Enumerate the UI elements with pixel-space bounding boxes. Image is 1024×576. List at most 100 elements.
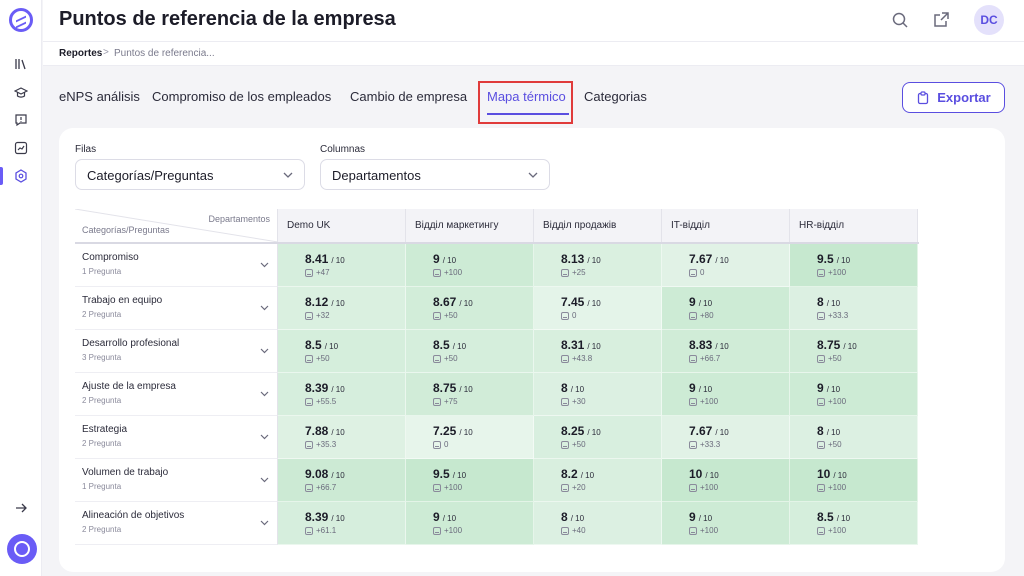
tab-mapa-termico[interactable]: Mapa térmico (487, 89, 566, 104)
heatmap-cell[interactable]: 9/ 10 +80 (662, 287, 790, 330)
cell-delta-value: +50 (572, 440, 586, 449)
heatmap-cell[interactable]: 8/ 10 +30 (534, 373, 662, 416)
row-question-count: 1 Pregunta (82, 267, 122, 276)
row-header[interactable]: Alineación de objetivos 2 Pregunta (75, 502, 278, 545)
chevron-down-icon[interactable] (260, 348, 269, 354)
heatmap-cell[interactable]: 9.08/ 10 +66.7 (278, 459, 406, 502)
heatmap-cell[interactable]: 7.88/ 10 +35.3 (278, 416, 406, 459)
tab-enps-analisis[interactable]: eNPS análisis (59, 89, 140, 104)
app-logo-icon[interactable] (9, 8, 33, 32)
external-link-icon[interactable] (932, 11, 950, 29)
heatmap-cell[interactable]: 8.5/ 10 +50 (278, 330, 406, 373)
neutral-face-icon (817, 440, 825, 449)
cell-delta: +100 (433, 483, 462, 492)
heatmap-cell[interactable]: 8.25/ 10 +50 (534, 416, 662, 459)
heatmap-cell[interactable]: 8.39/ 10 +61.1 (278, 502, 406, 545)
cell-score-value: 9 (817, 381, 824, 395)
chevron-down-icon[interactable] (260, 477, 269, 483)
cell-delta: +100 (433, 526, 462, 535)
cell-delta: +50 (433, 311, 458, 320)
tab-compromiso-empleados[interactable]: Compromiso de los empleados (152, 89, 332, 104)
cell-delta: +32 (305, 311, 330, 320)
neutral-face-icon (561, 268, 569, 277)
analytics-icon[interactable] (0, 136, 42, 160)
rows-select[interactable]: Categorías/Preguntas (75, 159, 305, 190)
cell-delta-value: +100 (828, 526, 847, 535)
heatmap-cell[interactable]: 8.31/ 10 +43.8 (534, 330, 662, 373)
tab-highlight-box (478, 81, 573, 124)
chevron-down-icon[interactable] (260, 305, 269, 311)
library-icon[interactable] (0, 52, 42, 76)
expand-sidebar-arrow-icon[interactable] (0, 496, 42, 520)
cell-delta-value: +50 (828, 440, 842, 449)
heatmap-cell[interactable]: 9.5/ 10 +100 (790, 244, 918, 287)
header-divider (75, 242, 919, 244)
settings-hexagon-icon[interactable] (0, 164, 42, 188)
cell-scale: / 10 (698, 514, 713, 523)
heatmap-cell[interactable]: 8.67/ 10 +50 (406, 287, 534, 330)
tab-cambio-empresa[interactable]: Cambio de empresa (350, 89, 468, 104)
heatmap-cell[interactable]: 8.75/ 10 +75 (406, 373, 534, 416)
columns-select[interactable]: Departamentos (320, 159, 550, 190)
heatmap-cell[interactable]: 7.67/ 10 0 (662, 244, 790, 287)
avatar[interactable]: DC (974, 5, 1004, 35)
cell-score: 8.2/ 10 (561, 467, 594, 481)
neutral-face-icon (561, 440, 569, 449)
tab-categorias[interactable]: Categorias (584, 89, 647, 104)
row-header[interactable]: Compromiso 1 Pregunta (75, 244, 278, 287)
chevron-down-icon[interactable] (260, 391, 269, 397)
heatmap-cell[interactable]: 8.2/ 10 +20 (534, 459, 662, 502)
heatmap-cell[interactable]: 8.83/ 10 +66.7 (662, 330, 790, 373)
heatmap-cell[interactable]: 8/ 10 +50 (790, 416, 918, 459)
heatmap-cell[interactable]: 9/ 10 +100 (406, 244, 534, 287)
heatmap-cell[interactable]: 10/ 10 +100 (662, 459, 790, 502)
heatmap-cell[interactable]: 8.12/ 10 +32 (278, 287, 406, 330)
heatmap-cell[interactable]: 8/ 10 +33.3 (790, 287, 918, 330)
heatmap-cell[interactable]: 8.13/ 10 +25 (534, 244, 662, 287)
heatmap-cell[interactable]: 10/ 10 +100 (790, 459, 918, 502)
chevron-down-icon[interactable] (260, 434, 269, 440)
heatmap-cell[interactable]: 9/ 10 +100 (662, 502, 790, 545)
search-icon[interactable] (891, 11, 909, 29)
heatmap-cell[interactable]: 8.5/ 10 +50 (406, 330, 534, 373)
chevron-down-icon[interactable] (260, 520, 269, 526)
corner-divider-line (75, 209, 278, 242)
row-header[interactable]: Ajuste de la empresa 2 Pregunta (75, 373, 278, 416)
row-header[interactable]: Estrategia 2 Pregunta (75, 416, 278, 459)
cell-delta: +33.3 (817, 311, 848, 320)
heatmap-cell[interactable]: 8.75/ 10 +50 (790, 330, 918, 373)
heatmap-cell[interactable]: 8/ 10 +40 (534, 502, 662, 545)
cell-score: 8.83/ 10 (689, 338, 729, 352)
heatmap-cell[interactable]: 9/ 10 +100 (406, 502, 534, 545)
heatmap-cell[interactable]: 7.67/ 10 +33.3 (662, 416, 790, 459)
brand-logo-icon[interactable] (7, 534, 37, 564)
heatmap-cell[interactable]: 7.25/ 10 0 (406, 416, 534, 459)
heatmap-cell[interactable]: 8.39/ 10 +55.5 (278, 373, 406, 416)
cell-delta-value: 0 (572, 311, 577, 320)
cell-delta: +55.5 (305, 397, 336, 406)
row-header[interactable]: Trabajo en equipo 2 Pregunta (75, 287, 278, 330)
cell-score-value: 8 (561, 381, 568, 395)
neutral-face-icon (817, 354, 825, 363)
heatmap-cell[interactable]: 9/ 10 +100 (662, 373, 790, 416)
row-header[interactable]: Volumen de trabajo 1 Pregunta (75, 459, 278, 502)
row-header[interactable]: Desarrollo profesional 3 Pregunta (75, 330, 278, 373)
graduation-cap-icon[interactable] (0, 81, 42, 105)
heatmap-cell[interactable]: 7.45/ 10 0 (534, 287, 662, 330)
row-category-name: Ajuste de la empresa (82, 381, 176, 392)
heatmap-cell[interactable]: 8.5/ 10 +100 (790, 502, 918, 545)
chevron-down-icon[interactable] (260, 262, 269, 268)
row-question-count: 2 Pregunta (82, 310, 122, 319)
cell-score-value: 9.5 (817, 252, 834, 266)
cell-delta: +66.7 (689, 354, 720, 363)
heatmap-cell[interactable]: 9/ 10 +100 (790, 373, 918, 416)
feedback-icon[interactable] (0, 108, 42, 132)
cell-score: 10/ 10 (817, 467, 847, 481)
cell-scale: / 10 (698, 299, 713, 308)
breadcrumb-root[interactable]: Reportes (59, 48, 103, 59)
cell-scale: / 10 (331, 471, 345, 480)
heatmap-cell[interactable]: 8.41/ 10 +47 (278, 244, 406, 287)
heatmap-cell[interactable]: 9.5/ 10 +100 (406, 459, 534, 502)
export-button[interactable]: Exportar (902, 82, 1005, 113)
cell-scale: / 10 (452, 471, 467, 480)
